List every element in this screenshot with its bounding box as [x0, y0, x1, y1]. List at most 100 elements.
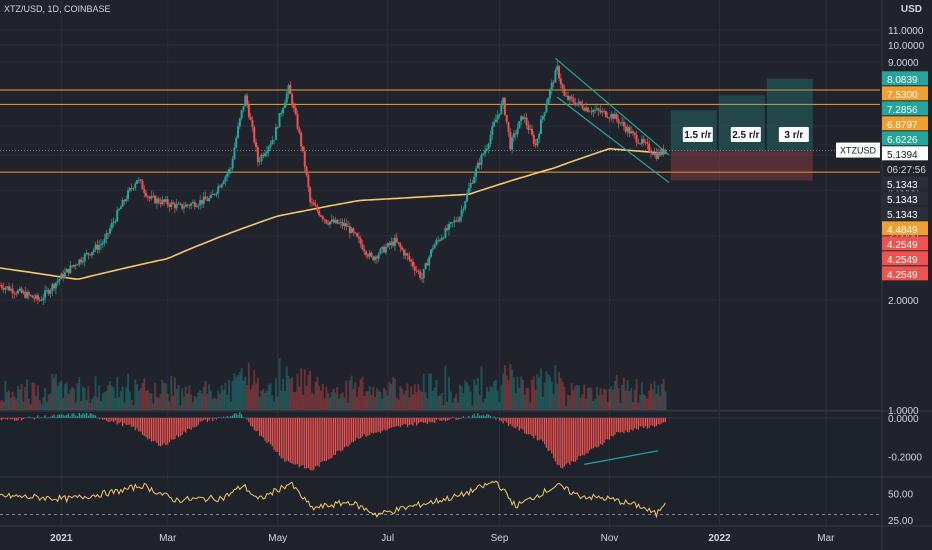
candle-body — [182, 207, 185, 209]
macd-bar — [42, 417, 44, 418]
macd-bar — [554, 417, 557, 462]
volume-bar — [289, 379, 292, 410]
candle-body — [87, 252, 90, 255]
candle-body — [384, 247, 387, 253]
macd-bar — [518, 417, 520, 431]
candle-body — [114, 221, 117, 223]
candle-body — [613, 114, 616, 119]
volume-bar — [480, 366, 483, 410]
volume-bar — [175, 389, 178, 410]
volume-bar — [545, 371, 548, 410]
macd-bar — [260, 417, 263, 437]
volume-bar — [150, 393, 153, 410]
macd-bar — [617, 417, 620, 433]
candle-body — [570, 96, 573, 99]
volume-bar — [20, 383, 23, 410]
volume-bar — [247, 362, 250, 410]
macd-bar — [392, 417, 394, 428]
volume-bar — [469, 391, 472, 410]
volume-bar — [107, 385, 110, 410]
macd-bar — [316, 417, 318, 466]
candle-body — [258, 161, 261, 163]
candle-body — [80, 259, 83, 263]
macd-bar — [504, 417, 506, 421]
volume-bar — [238, 372, 241, 410]
candle-body — [78, 259, 81, 265]
volume-bar — [343, 397, 346, 410]
macd-bar — [10, 417, 12, 420]
volume-bar — [35, 395, 38, 410]
volume-bar — [424, 392, 427, 410]
macd-bar — [307, 417, 309, 469]
candle-body — [101, 243, 104, 245]
candle-body — [89, 254, 92, 256]
macd-bar — [291, 417, 293, 464]
candle-body — [298, 128, 301, 133]
macd-bar — [352, 417, 355, 443]
macd-bar — [89, 413, 91, 418]
macd-bar — [46, 417, 48, 419]
macd-bar — [219, 417, 221, 418]
candle-body — [11, 288, 14, 294]
candle-body — [282, 108, 285, 114]
volume-bar — [109, 381, 111, 410]
volume-bar — [621, 384, 624, 410]
volume-bar — [226, 394, 229, 410]
candle-body — [608, 117, 611, 119]
volume-bar — [457, 402, 460, 410]
volume-bar — [27, 398, 30, 410]
volume-bar — [267, 384, 270, 410]
volume-bar — [127, 373, 130, 410]
candle-body — [469, 183, 472, 188]
candle-body — [105, 233, 108, 240]
volume-bar — [332, 388, 335, 410]
volume-bar — [518, 387, 521, 410]
macd-bar — [273, 417, 275, 450]
macd-bar — [179, 417, 181, 437]
candle-body — [31, 295, 34, 298]
volume-bar — [612, 389, 615, 410]
macd-bar — [441, 417, 443, 422]
macd-bar — [370, 417, 373, 433]
macd-bar — [369, 417, 371, 436]
price-tick-label: 9.0000 — [888, 58, 919, 69]
candle-body — [453, 220, 456, 223]
macd-bar — [358, 417, 360, 439]
macd-bar — [507, 417, 510, 426]
macd-bar — [426, 417, 428, 425]
volume-bar — [406, 383, 409, 410]
candle-body — [583, 108, 586, 111]
volume-bar — [592, 401, 595, 410]
volume-bar — [33, 382, 36, 410]
candle-body — [246, 95, 249, 105]
macd-bar — [280, 417, 282, 459]
candle-body — [202, 196, 205, 204]
volume-bar — [393, 378, 396, 410]
macd-bar — [138, 417, 140, 432]
volume-bar — [321, 384, 324, 410]
candle-body — [271, 140, 274, 145]
candle-body — [229, 168, 232, 170]
volume-bar — [613, 380, 616, 410]
candle-body — [172, 202, 175, 205]
macd-pane — [0, 412, 880, 476]
candle-body — [516, 128, 519, 135]
candle-body — [361, 243, 364, 250]
volume-bar — [51, 373, 54, 410]
macd-bar — [35, 417, 37, 419]
macd-bar — [529, 417, 531, 435]
volume-bar — [543, 382, 546, 410]
candle-body — [558, 66, 561, 79]
candle-body — [112, 221, 115, 224]
macd-bar — [17, 417, 19, 421]
candle-body — [184, 204, 187, 208]
macd-bar — [482, 414, 484, 418]
symbol-title[interactable]: XTZ/USD, 1D, COINBASE — [4, 4, 111, 14]
macd-bar — [536, 417, 538, 441]
macd-bar — [576, 417, 578, 460]
price-tick-label: 1.0000 — [888, 406, 919, 417]
macd-bar — [589, 417, 591, 451]
volume-bar — [341, 392, 344, 410]
volume-bar — [231, 380, 234, 410]
